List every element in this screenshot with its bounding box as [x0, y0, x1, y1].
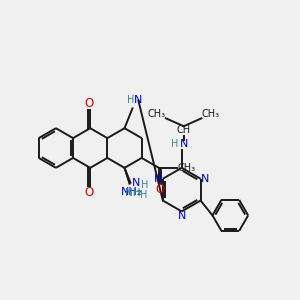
Text: H: H	[127, 95, 134, 106]
Text: N: N	[132, 178, 141, 188]
Text: H: H	[171, 139, 178, 149]
Text: N: N	[178, 212, 186, 221]
Text: H: H	[141, 180, 148, 190]
Text: O: O	[84, 97, 93, 110]
Text: N: N	[154, 174, 162, 184]
Text: N: N	[134, 95, 142, 106]
Text: H: H	[140, 190, 147, 200]
Text: CH: CH	[177, 125, 191, 135]
Text: N: N	[201, 174, 210, 184]
Text: ₂: ₂	[136, 187, 141, 196]
Text: CH₃: CH₃	[178, 163, 196, 173]
Text: NH: NH	[125, 188, 140, 198]
Text: NH: NH	[121, 187, 138, 196]
Text: CH₃: CH₃	[201, 109, 220, 119]
Text: O: O	[84, 186, 93, 199]
Text: N: N	[179, 139, 188, 149]
Text: CH₃: CH₃	[148, 109, 166, 119]
Text: O: O	[155, 183, 164, 196]
